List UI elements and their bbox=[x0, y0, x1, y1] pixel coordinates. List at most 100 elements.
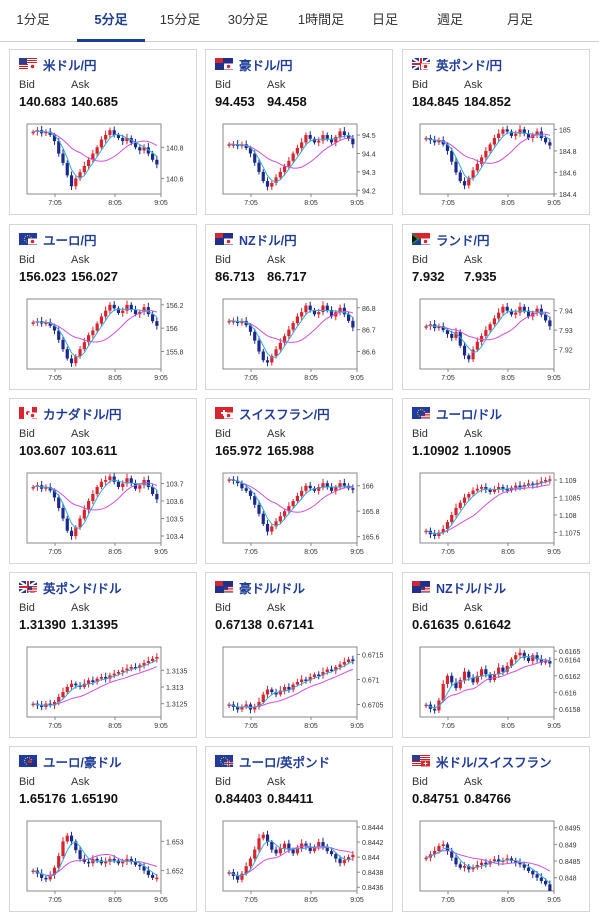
candle-body bbox=[501, 129, 505, 134]
ma-short-line bbox=[425, 655, 551, 709]
candle-body bbox=[518, 129, 522, 134]
candle-body bbox=[329, 669, 334, 671]
price-chart: 94.5 94.4 94.3 94.2 7:05 8:05 9:05 bbox=[222, 123, 376, 207]
tab-3[interactable]: 30分足 bbox=[227, 12, 269, 27]
candle-body bbox=[65, 687, 69, 692]
currency-pair-name[interactable]: 米ドル/スイスフラン bbox=[436, 755, 552, 770]
x-tick-label: 9:05 bbox=[547, 375, 561, 382]
candle-body bbox=[308, 485, 312, 489]
rate-card[interactable]: カナダドル/円 Bid Ask 103.607 103.611 103.7 103.6 103… bbox=[9, 398, 197, 564]
candle-body bbox=[240, 483, 244, 489]
bid-price: 156.023 bbox=[19, 269, 66, 284]
candle-body bbox=[539, 131, 543, 138]
rate-card[interactable]: 英ポンド/ドル Bid Ask 1.31390 1.31395 1.3135 1.313 1.… bbox=[9, 572, 197, 738]
ask-label: Ask bbox=[464, 254, 483, 266]
tab-6[interactable]: 週足 bbox=[436, 12, 463, 27]
currency-pair-name[interactable]: 豪ドル/ドル bbox=[239, 581, 305, 596]
currency-pair-name[interactable]: 英ポンド/ドル bbox=[43, 581, 122, 596]
x-tick-label: 7:05 bbox=[48, 375, 62, 382]
bid-label: Bid bbox=[412, 428, 428, 440]
bid-price: 94.453 bbox=[215, 94, 255, 109]
currency-pair-name[interactable]: ランド/円 bbox=[436, 233, 490, 248]
tab-2[interactable]: 15分足 bbox=[159, 12, 201, 27]
candle-body bbox=[497, 312, 501, 319]
x-tick-label: 7:05 bbox=[441, 723, 455, 730]
currency-pair-name[interactable]: ユーロ/豪ドル bbox=[43, 755, 122, 770]
candle-body bbox=[44, 487, 48, 489]
candle-body bbox=[351, 138, 355, 145]
tab-4[interactable]: 1時間足 bbox=[297, 12, 345, 27]
currency-pair-name[interactable]: スイスフラン/円 bbox=[239, 407, 330, 422]
currency-pair-name[interactable]: 英ポンド/円 bbox=[436, 58, 502, 73]
flag-icon bbox=[215, 755, 233, 767]
currency-pair-name[interactable]: NZドル/ドル bbox=[436, 581, 507, 596]
rate-card[interactable]: 英ポンド/円 Bid Ask 184.845 184.852 185 184.8 184.6 1… bbox=[402, 49, 590, 215]
ask-price: 156.027 bbox=[71, 269, 118, 284]
candle-body bbox=[236, 707, 240, 710]
candle-body bbox=[535, 308, 539, 313]
ask-price: 165.988 bbox=[267, 443, 314, 458]
candle-body bbox=[526, 867, 531, 871]
candle-body bbox=[253, 495, 257, 505]
currency-pair-name[interactable]: ユーロ/ドル bbox=[436, 407, 502, 422]
rate-card[interactable]: ユーロ/英ポンド Bid Ask 0.84403 0.84411 0.8444 0.8442… bbox=[205, 746, 393, 912]
candle-body bbox=[69, 175, 74, 187]
x-tick-label: 7:05 bbox=[441, 549, 455, 556]
rate-card[interactable]: 豪ドル/ドル Bid Ask 0.67138 0.67141 0.6715 0.671 0.6… bbox=[205, 572, 393, 738]
x-tick-label: 8:05 bbox=[108, 897, 122, 904]
tab-1[interactable]: 5分足 bbox=[77, 0, 145, 42]
x-tick-label: 7:05 bbox=[244, 897, 258, 904]
candle-body bbox=[82, 166, 86, 173]
x-tick-label: 9:05 bbox=[350, 897, 364, 904]
y-tick-label: 94.3 bbox=[362, 170, 376, 177]
candle-body bbox=[65, 518, 69, 531]
currency-pair-name[interactable]: NZドル/円 bbox=[239, 233, 297, 248]
candle-body bbox=[138, 485, 142, 489]
tab-5[interactable]: 日足 bbox=[371, 12, 398, 27]
rate-card[interactable]: ユーロ/円 Bid Ask 156.023 156.027 156.2 156 155.8 7:… bbox=[9, 224, 197, 390]
candle-body bbox=[116, 860, 121, 864]
candle-body bbox=[287, 687, 291, 690]
currency-pair-name[interactable]: ユーロ/円 bbox=[43, 233, 97, 248]
candle-body bbox=[133, 483, 138, 489]
rate-card[interactable]: NZドル/ドル Bid Ask 0.61635 0.61642 0.6165 0.6164 0… bbox=[402, 572, 590, 738]
currency-pair-name[interactable]: 米ドル/円 bbox=[43, 58, 97, 73]
candle-body bbox=[338, 131, 342, 137]
rate-card[interactable]: NZドル/円 Bid Ask 86.713 86.717 86.8 86.7 86.6 7:05… bbox=[205, 224, 393, 390]
candle-body bbox=[112, 858, 116, 861]
candle-body bbox=[535, 131, 539, 135]
candle-body bbox=[501, 487, 505, 489]
currency-pair-name[interactable]: ユーロ/英ポンド bbox=[239, 755, 330, 770]
candle-body bbox=[450, 675, 454, 683]
rate-card[interactable]: スイスフラン/円 Bid Ask 165.972 165.988 166 165.8 165.… bbox=[205, 398, 393, 564]
rate-card[interactable]: 米ドル/スイスフラン Bid Ask 0.84751 0.84766 0.8495 0.84… bbox=[402, 746, 590, 912]
tab-0[interactable]: 1分足 bbox=[16, 12, 50, 27]
rate-card[interactable]: 米ドル/円 Bid Ask 140.683 140.685 140.8 140.6 7:05 8… bbox=[9, 49, 197, 215]
currency-pair-name[interactable]: カナダドル/円 bbox=[43, 407, 122, 422]
candle-body bbox=[304, 679, 308, 681]
rate-card[interactable]: 豪ドル/円 Bid Ask 94.453 94.458 94.5 94.4 94.3 94.2 7… bbox=[205, 49, 393, 215]
currency-pair-header: スイスフラン/円 bbox=[215, 405, 330, 422]
rate-card[interactable]: ユーロ/豪ドル Bid Ask 1.65176 1.65190 1.653 1.652 7:0… bbox=[9, 746, 197, 912]
ask-label: Ask bbox=[464, 602, 483, 614]
currency-pair-name[interactable]: 豪ドル/円 bbox=[239, 58, 293, 73]
candle-body bbox=[539, 877, 543, 881]
candle-body bbox=[342, 483, 346, 486]
bid-price: 0.61635 bbox=[412, 617, 459, 632]
rate-card[interactable]: ユーロ/ドル Bid Ask 1.10902 1.10905 1.109 1.1085 1.1… bbox=[402, 398, 590, 564]
candle-body bbox=[270, 355, 274, 363]
candle-body bbox=[82, 342, 86, 350]
candle-body bbox=[142, 866, 146, 871]
y-tick-label: 185 bbox=[559, 127, 571, 134]
candle-body bbox=[295, 316, 299, 324]
y-tick-label: 184.8 bbox=[559, 149, 577, 156]
tab-7[interactable]: 月足 bbox=[506, 12, 533, 27]
ma-short-line bbox=[33, 130, 158, 179]
candle-body bbox=[121, 670, 125, 672]
rate-card[interactable]: ランド/円 Bid Ask 7.932 7.935 7.94 7.93 7.92 7:05 8:0… bbox=[402, 224, 590, 390]
flag-icon bbox=[215, 58, 233, 70]
ask-label: Ask bbox=[267, 602, 286, 614]
candle-body bbox=[548, 884, 552, 891]
candle-body bbox=[227, 320, 231, 323]
x-tick-label: 8:05 bbox=[108, 200, 122, 207]
